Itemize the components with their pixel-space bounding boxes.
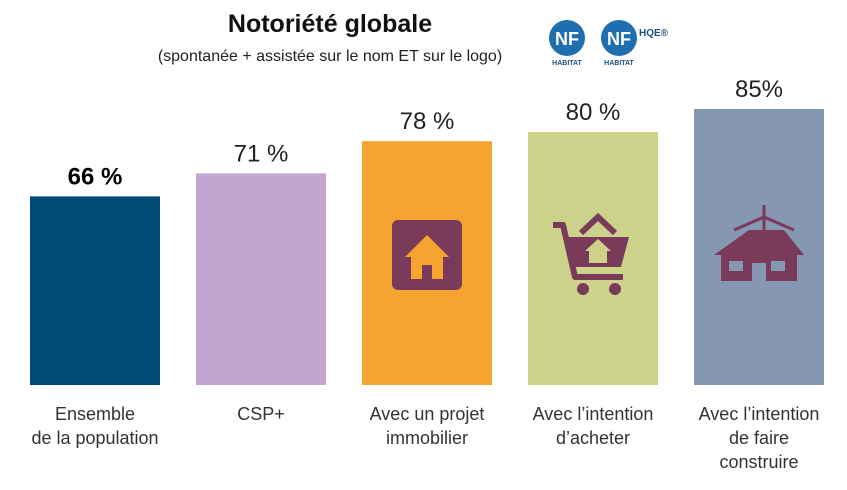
logo-text: NF [607, 29, 631, 49]
data-label: 71 % [234, 140, 289, 167]
bar [196, 173, 326, 385]
category-label-line: construire [719, 452, 799, 472]
data-label: 80 % [566, 99, 621, 126]
chart-subtitle: (spontanée + assistée sur le nom ET sur … [157, 48, 503, 65]
category-label-line: de la population [31, 428, 159, 448]
category-label-line: Avec l’intention [532, 404, 654, 424]
nf-habitat-hqe-logo: NF HABITAT HQE® [601, 20, 668, 67]
category-label-line: immobilier [385, 428, 468, 448]
nf-habitat-logo: NF HABITAT [549, 20, 585, 67]
data-label: 78 % [400, 108, 455, 135]
category-label-line: Avec un projet [369, 404, 485, 424]
category-label-line: d’acheter [555, 428, 631, 448]
category-label: Avec l’intention de faire construire [674, 402, 844, 474]
category-label-line: Avec l’intention [698, 404, 820, 424]
logo-subtext: HABITAT [552, 60, 582, 67]
category-label: CSP+ [176, 402, 346, 426]
category-label: Avec un projet immobilier [342, 402, 512, 450]
data-label: 66 % [68, 163, 123, 190]
category-label-line: de faire [728, 428, 790, 448]
category-label: Avec l’intention d’acheter [508, 402, 678, 450]
house-construction-icon [714, 205, 804, 281]
logo-text: NF [555, 29, 579, 49]
hqe-text: HQE® [639, 28, 668, 39]
bar-chart: 66 % 71 % 78 % 80 % 85% [30, 76, 824, 385]
house-icon [392, 220, 462, 290]
category-label: Ensemble de la population [10, 402, 180, 450]
bar [30, 196, 160, 385]
chart-title: Notoriété globale [227, 10, 433, 38]
category-label-line: CSP+ [237, 404, 285, 424]
shopping-cart-house-icon [553, 212, 629, 295]
data-label: 85% [735, 76, 783, 103]
logo-subtext: HABITAT [604, 60, 634, 67]
category-label-line: Ensemble [54, 404, 136, 424]
